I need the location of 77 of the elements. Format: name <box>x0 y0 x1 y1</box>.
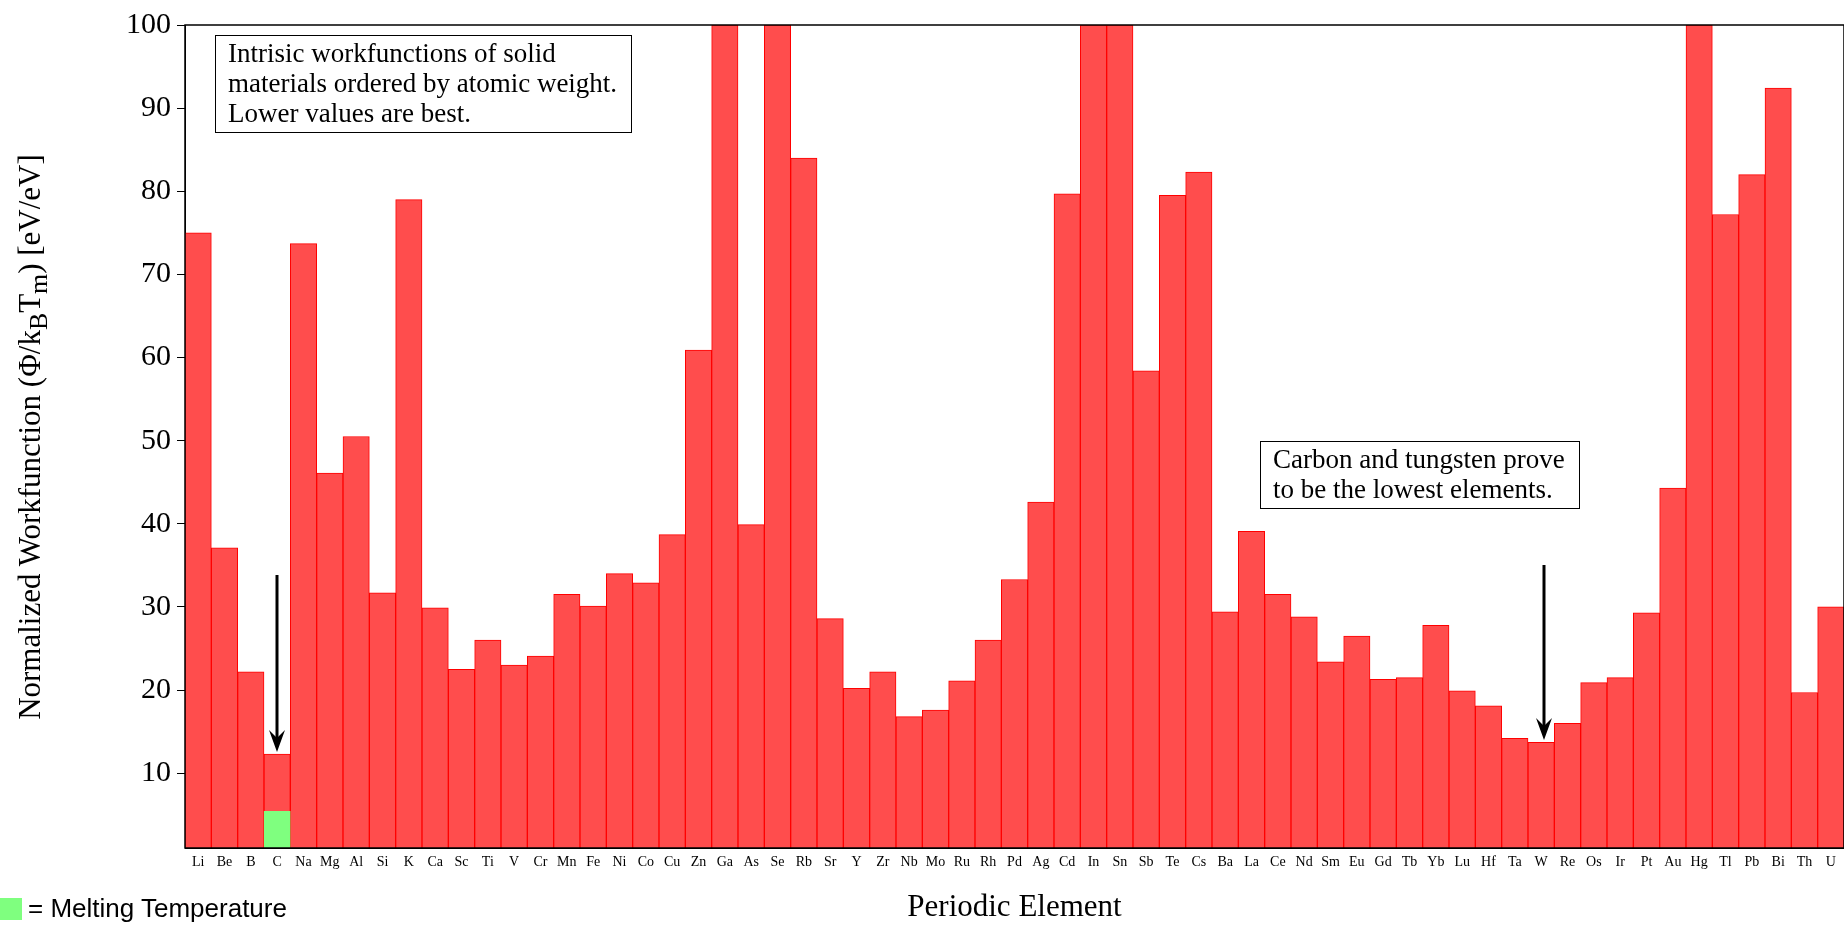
x-tick-label: Cu <box>663 854 681 870</box>
x-tick-label: Na <box>295 854 313 870</box>
y-tick-label: 100 <box>126 5 171 39</box>
x-tick-label: Cr <box>533 854 548 870</box>
x-tick-label: Te <box>1165 854 1180 870</box>
x-tick-label: V <box>509 854 520 870</box>
x-tick-label: Se <box>770 854 785 870</box>
x-tick-label: Y <box>851 854 862 870</box>
x-tick-label: Ni <box>612 854 627 870</box>
x-tick-label: Sm <box>1321 854 1340 870</box>
x-tick-label: La <box>1244 854 1260 870</box>
x-tick-label: Sb <box>1138 854 1154 870</box>
x-tick-label: B <box>246 854 256 870</box>
x-tick-label: Ta <box>1507 854 1523 870</box>
y-tick-label: 90 <box>141 89 171 123</box>
x-tick-label: Ca <box>427 854 444 870</box>
x-tick-label: Cs <box>1191 854 1207 870</box>
legend-label: = Melting Temperature <box>28 893 287 924</box>
x-tick-label: Rh <box>979 854 997 870</box>
x-tick-label: Nd <box>1295 854 1313 870</box>
x-tick-label: Ir <box>1615 854 1626 870</box>
x-tick-label: Pd <box>1007 854 1022 870</box>
x-tick-label: Si <box>376 854 389 870</box>
y-tick-label: 30 <box>141 587 171 621</box>
x-tick-label: Ce <box>1270 854 1286 870</box>
x-tick-label: Lu <box>1454 854 1470 870</box>
x-tick-label: Pb <box>1744 854 1760 870</box>
x-tick-label: As <box>743 854 759 870</box>
x-tick-label: Rb <box>795 854 813 870</box>
x-axis-title: Periodic Element <box>907 888 1122 924</box>
y-tick-label: 80 <box>141 172 171 206</box>
x-tick-label: Yb <box>1427 854 1445 870</box>
x-tick-label: Zr <box>876 854 890 870</box>
x-tick-label: Mn <box>557 854 577 870</box>
x-tick-label: Ga <box>716 854 734 870</box>
x-tick-label: Li <box>191 854 205 870</box>
x-tick-label: Mg <box>320 854 340 870</box>
x-tick-label: Bi <box>1771 854 1785 870</box>
x-tick-label: In <box>1087 854 1100 870</box>
x-tick-label: Be <box>216 854 233 870</box>
x-tick-label: Al <box>349 854 364 870</box>
x-tick-label: Ti <box>481 854 494 870</box>
x-tick-label: K <box>403 854 414 870</box>
x-tick-label: Th <box>1796 854 1813 870</box>
x-tick-label: C <box>272 854 282 870</box>
x-tick-label: Tl <box>1719 854 1732 870</box>
x-tick-label: Fe <box>586 854 601 870</box>
x-tick-label: Gd <box>1374 854 1392 870</box>
x-tick-label: Ag <box>1032 854 1050 870</box>
y-tick-label: 10 <box>141 754 171 788</box>
x-tick-label: Sc <box>454 854 469 870</box>
x-tick-label: Os <box>1586 854 1602 870</box>
x-tick-label: Nb <box>900 854 918 870</box>
x-tick-label: Ba <box>1217 854 1234 870</box>
x-tick-label: Cd <box>1058 854 1076 870</box>
y-tick-label: 60 <box>141 338 171 372</box>
x-tick-label: U <box>1825 854 1836 870</box>
x-tick-label: Zn <box>690 854 707 870</box>
x-tick-label: Sn <box>1112 854 1128 870</box>
y-tick-label: 50 <box>141 421 171 455</box>
y-tick-label: 70 <box>141 255 171 289</box>
x-tick-label: Eu <box>1349 854 1365 870</box>
annotation: Intrisic workfunctions of solid materials ordered by atomic weight. Lower values are best. <box>215 35 633 133</box>
annotation: Carbon and tungsten prove to be the lowest elements. <box>1260 441 1580 509</box>
y-tick-label: 20 <box>141 670 171 704</box>
x-tick-label: Co <box>637 854 655 870</box>
x-tick-label: Hf <box>1481 854 1497 870</box>
x-tick-label: Tb <box>1401 854 1418 870</box>
x-tick-label: Ru <box>953 854 971 870</box>
x-tick-label: Sr <box>823 854 837 870</box>
x-tick-label: Au <box>1664 854 1682 870</box>
x-tick-label: W <box>1534 854 1549 870</box>
x-tick-label: Re <box>1559 854 1576 870</box>
x-tick-label: Hg <box>1690 854 1708 870</box>
x-tick-label: Pt <box>1640 854 1653 870</box>
y-tick-label: 40 <box>141 504 171 538</box>
x-tick-label: Mo <box>925 854 946 870</box>
